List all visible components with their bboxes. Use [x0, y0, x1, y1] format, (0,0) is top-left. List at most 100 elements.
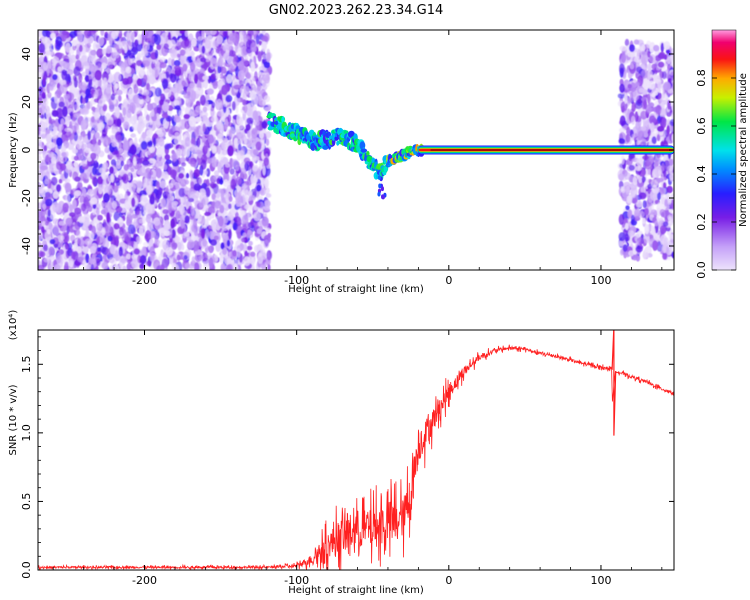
- noise-speckle: [147, 141, 153, 148]
- noise-speckle: [246, 71, 251, 79]
- noise-speckle: [188, 116, 196, 127]
- noise-speckle: [243, 173, 248, 180]
- noise-speckle: [211, 156, 217, 168]
- noise-speckle: [182, 63, 188, 72]
- noise-speckle: [620, 155, 625, 165]
- noise-speckle: [238, 143, 242, 151]
- noise-speckle: [146, 82, 151, 92]
- noise-speckle: [64, 242, 69, 250]
- noise-speckle: [84, 238, 93, 246]
- noise-speckle: [254, 94, 259, 105]
- noise-speckle: [187, 91, 191, 96]
- noise-speckle: [619, 83, 625, 94]
- noise-speckle: [49, 211, 56, 220]
- noise-speckle: [102, 138, 109, 148]
- noise-speckle: [142, 60, 151, 67]
- noise-speckle: [216, 98, 222, 110]
- noise-speckle: [175, 105, 181, 110]
- noise-speckle: [265, 256, 271, 266]
- noise-speckle: [198, 178, 203, 185]
- noise-speckle: [73, 66, 81, 77]
- noise-speckle: [660, 42, 664, 53]
- noise-speckle: [85, 67, 90, 76]
- noise-speckle: [120, 67, 125, 73]
- noise-speckle: [191, 38, 197, 47]
- noise-speckle: [62, 30, 69, 36]
- noise-speckle: [631, 101, 636, 113]
- noise-speckle: [223, 52, 230, 61]
- noise-speckle: [165, 71, 170, 79]
- noise-speckle: [120, 202, 126, 209]
- noise-speckle: [666, 57, 672, 65]
- noise-speckle: [634, 55, 640, 63]
- noise-speckle: [241, 214, 249, 224]
- noise-speckle: [211, 222, 216, 231]
- noise-speckle: [66, 161, 73, 170]
- noise-speckle: [94, 69, 102, 81]
- noise-speckle: [163, 223, 171, 231]
- noise-speckle: [167, 57, 173, 66]
- noise-speckle: [71, 39, 78, 47]
- noise-speckle: [251, 224, 255, 233]
- noise-speckle: [45, 192, 53, 202]
- noise-speckle: [92, 166, 97, 176]
- noise-speckle: [97, 139, 102, 146]
- noise-speckle: [252, 149, 259, 156]
- noise-speckle: [113, 211, 120, 222]
- noise-speckle: [185, 197, 189, 207]
- noise-speckle: [642, 155, 649, 160]
- noise-speckle: [107, 61, 113, 69]
- noise-speckle: [261, 264, 268, 270]
- noise-speckle: [157, 147, 164, 155]
- noise-speckle: [88, 257, 93, 264]
- noise-speckle: [180, 178, 187, 187]
- noise-speckle: [81, 82, 86, 91]
- noise-speckle: [87, 189, 93, 196]
- noise-speckle: [245, 123, 251, 131]
- noise-speckle: [45, 221, 49, 226]
- noise-speckle: [69, 111, 74, 120]
- noise-speckle: [629, 63, 635, 70]
- noise-speckle: [172, 152, 178, 162]
- noise-speckle: [259, 130, 264, 139]
- noise-speckle: [666, 125, 670, 135]
- noise-speckle: [56, 107, 64, 119]
- noise-speckle: [130, 115, 137, 125]
- noise-speckle: [55, 52, 63, 58]
- noise-speckle: [152, 67, 160, 78]
- noise-speckle: [112, 52, 120, 59]
- noise-speckle: [266, 52, 271, 63]
- noise-speckle: [213, 40, 219, 47]
- noise-speckle: [173, 137, 179, 145]
- noise-speckle: [636, 157, 644, 167]
- noise-speckle: [146, 222, 153, 232]
- noise-speckle: [137, 255, 142, 264]
- noise-speckle: [622, 244, 628, 252]
- noise-speckle: [109, 244, 115, 255]
- noise-speckle: [159, 264, 165, 270]
- noise-speckle: [250, 61, 256, 73]
- noise-speckle: [262, 252, 267, 260]
- noise-speckle: [236, 247, 241, 258]
- noise-speckle: [211, 212, 215, 219]
- noise-speckle: [145, 215, 152, 224]
- noise-speckle: [45, 42, 52, 52]
- noise-speckle: [202, 123, 206, 132]
- noise-speckle: [214, 145, 222, 155]
- noise-speckle: [190, 206, 195, 217]
- noise-speckle: [64, 182, 72, 193]
- noise-speckle: [219, 179, 224, 185]
- noise-speckle: [264, 106, 271, 112]
- noise-speckle: [134, 39, 139, 47]
- noise-speckle: [54, 264, 61, 270]
- noise-speckle: [79, 44, 83, 53]
- noise-speckle: [154, 34, 161, 46]
- noise-speckle: [180, 239, 184, 246]
- noise-speckle: [642, 217, 646, 224]
- noise-speckle: [163, 214, 169, 222]
- noise-speckle: [126, 32, 131, 41]
- noise-speckle: [233, 84, 241, 90]
- noise-speckle: [79, 172, 88, 181]
- noise-speckle: [200, 57, 207, 63]
- noise-speckle: [98, 36, 105, 47]
